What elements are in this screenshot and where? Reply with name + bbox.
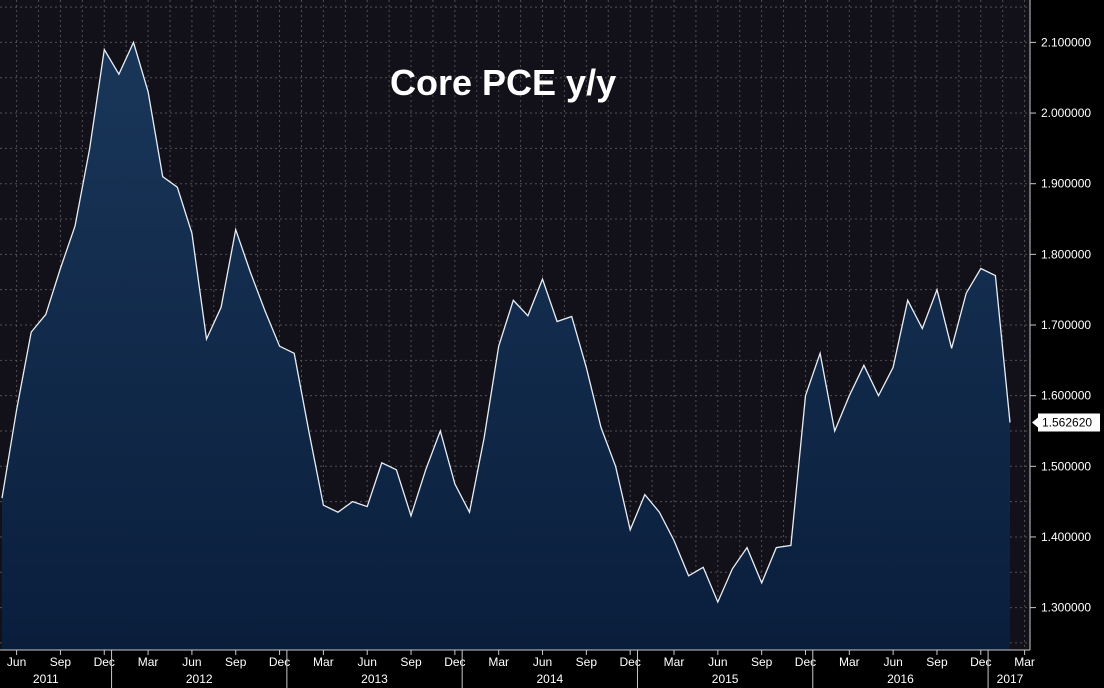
- x-tick-label: Dec: [444, 655, 465, 669]
- y-tick-label: 2.100000: [1041, 35, 1091, 49]
- x-tick-label: Jun: [358, 655, 377, 669]
- y-tick-label: 1.400000: [1041, 530, 1091, 544]
- x-year-label: 2016: [887, 672, 914, 686]
- x-year-label: 2017: [997, 672, 1024, 686]
- x-year-label: 2012: [186, 672, 213, 686]
- last-value-text: 1.562620: [1042, 416, 1092, 430]
- x-tick-label: Sep: [576, 655, 598, 669]
- last-value-pointer: [1032, 417, 1038, 428]
- y-tick-label: 1.700000: [1041, 318, 1091, 332]
- x-year-label: 2014: [536, 672, 563, 686]
- x-tick-label: Sep: [751, 655, 773, 669]
- y-tick-label: 2.000000: [1041, 106, 1091, 120]
- x-tick-label: Mar: [664, 655, 685, 669]
- x-tick-label: Jun: [883, 655, 902, 669]
- x-tick-label: Sep: [50, 655, 72, 669]
- last-value-box: [1038, 413, 1100, 432]
- y-tick-label: 1.900000: [1041, 177, 1091, 191]
- x-year-label: 2011: [33, 672, 59, 686]
- x-tick-label: Dec: [620, 655, 641, 669]
- last-value-label: 1.562620: [1032, 413, 1100, 432]
- x-tick-label: Mar: [313, 655, 334, 669]
- x-tick-label: Dec: [94, 655, 115, 669]
- x-tick-label: Mar: [138, 655, 159, 669]
- x-axis-ticks: Jun Sep Dec Mar Jun Sep Dec Mar Jun Sep Dec Mar Jun S…: [7, 650, 1035, 688]
- x-year-label: 2015: [712, 672, 739, 686]
- x-tick-label: Dec: [269, 655, 290, 669]
- x-tick-label: Mar: [1014, 655, 1035, 669]
- y-tick-label: 1.500000: [1041, 459, 1091, 473]
- x-tick-label: Mar: [488, 655, 509, 669]
- x-tick-label: Jun: [182, 655, 201, 669]
- y-tick-label: 1.300000: [1041, 601, 1091, 615]
- x-tick-label: Dec: [795, 655, 816, 669]
- series-line: [1, 40, 1011, 604]
- x-tick-label: Sep: [225, 655, 247, 669]
- x-tick-label: Mar: [839, 655, 860, 669]
- y-tick-label: 1.800000: [1041, 247, 1091, 261]
- chart-title: Core PCE y/y: [390, 62, 617, 103]
- x-year-label: 2013: [361, 672, 388, 686]
- x-tick-label: Jun: [7, 655, 26, 669]
- x-tick-label: Jun: [533, 655, 552, 669]
- y-tick-label: 1.600000: [1041, 389, 1091, 403]
- x-tick-label: Dec: [970, 655, 991, 669]
- x-tick-label: Sep: [400, 655, 422, 669]
- y-axis-ticks: 1.300000 1.400000 1.500000 1.600000 1.700000…: [1030, 35, 1091, 615]
- x-tick-label: Jun: [708, 655, 727, 669]
- x-tick-label: Sep: [926, 655, 948, 669]
- area-fill: [2, 42, 1010, 650]
